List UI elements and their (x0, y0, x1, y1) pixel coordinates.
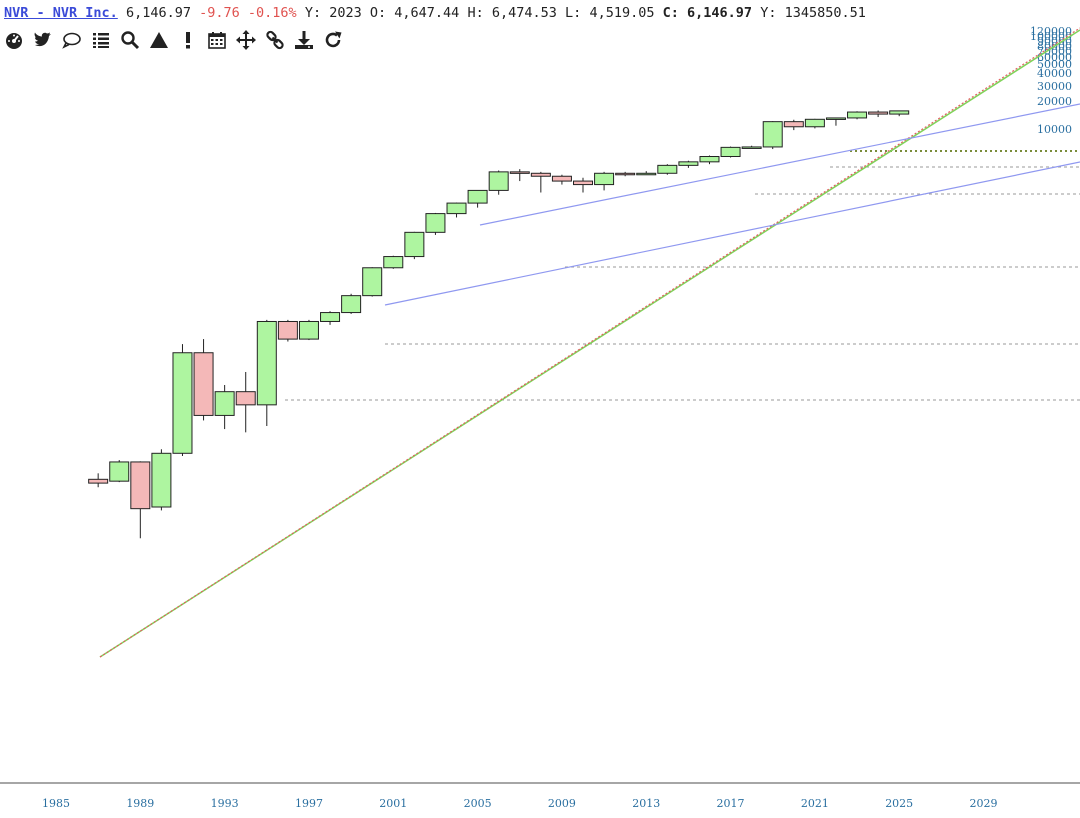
candle-down[interactable] (130, 461, 151, 510)
candle-down[interactable] (868, 111, 889, 115)
channel-lower-line (384, 161, 1080, 306)
candle-up[interactable] (425, 213, 446, 233)
candle-up[interactable] (699, 156, 720, 163)
candle-up[interactable] (446, 202, 467, 215)
candle-down[interactable] (509, 171, 530, 174)
candle-up[interactable] (256, 320, 277, 406)
candle-down[interactable] (551, 175, 572, 182)
ticker-link[interactable]: NVR - NVR Inc. (4, 5, 118, 21)
high-value: 6,474.53 (491, 5, 557, 21)
candle-down[interactable] (615, 172, 636, 176)
candle-up[interactable] (172, 352, 193, 454)
last-price: 6,146.97 (125, 5, 191, 21)
y-tick-label: 20000 (1037, 95, 1072, 108)
triangle-icon[interactable] (147, 29, 170, 52)
open-value: 4,647.44 (394, 5, 460, 21)
x-tick-label: 2005 (464, 797, 492, 810)
candle-down[interactable] (88, 478, 109, 484)
x-tick-label: 2025 (885, 797, 913, 810)
price-change: -9.76 (199, 5, 240, 21)
chart-toolbar (2, 28, 344, 52)
candle-up[interactable] (467, 189, 488, 204)
y-tick-label: 50000 (1037, 58, 1072, 71)
candle-up[interactable] (151, 452, 172, 508)
volume-value: 1345850.51 (784, 5, 866, 21)
low-value: 4,519.05 (589, 5, 655, 21)
candle-up[interactable] (889, 110, 910, 115)
x-tick-label: 2029 (970, 797, 998, 810)
quote-header: NVR - NVR Inc. 6,146.97 -9.76 -0.16% Y: … (4, 2, 866, 24)
open-label: O: (369, 5, 387, 21)
candle-up[interactable] (214, 391, 235, 416)
x-tick-label: 2001 (379, 797, 407, 810)
candle-up[interactable] (847, 111, 868, 119)
x-tick-label: 1985 (42, 797, 70, 810)
candle-down[interactable] (277, 320, 298, 340)
low-label: L: (565, 5, 582, 21)
support-lines (285, 150, 1080, 401)
candle-up[interactable] (657, 164, 678, 174)
x-tick-label: 2013 (632, 797, 660, 810)
candle-down[interactable] (235, 391, 256, 406)
y-tick-label: 40000 (1037, 67, 1072, 80)
y-tick-label: 10000 (1037, 123, 1072, 136)
dashboard-icon[interactable] (2, 29, 25, 52)
comment-icon[interactable] (60, 29, 83, 52)
candle-up[interactable] (678, 161, 699, 166)
y-tick-label: 30000 (1037, 80, 1072, 93)
candle-up[interactable] (741, 146, 762, 149)
x-tick-label: 1989 (126, 797, 154, 810)
exclamation-icon[interactable] (176, 29, 199, 52)
twitter-icon[interactable] (31, 29, 54, 52)
candle-down[interactable] (530, 172, 551, 177)
candle-up[interactable] (804, 118, 825, 128)
candle-up[interactable] (298, 320, 319, 340)
x-tick-label: 2021 (801, 797, 829, 810)
y-axis: 1200001000009000080000700006000050000400… (1030, 25, 1072, 136)
y-tick-label: 100000 (1030, 30, 1072, 43)
x-tick-label: 1997 (295, 797, 323, 810)
candle-down[interactable] (783, 121, 804, 128)
price-change-pct: -0.16% (247, 5, 297, 21)
candle-down[interactable] (573, 180, 593, 186)
candle-up[interactable] (341, 295, 362, 314)
list-icon[interactable] (89, 29, 112, 52)
x-tick-label: 2017 (717, 797, 745, 810)
search-icon[interactable] (118, 29, 141, 52)
trend-lines (99, 27, 1080, 658)
candle-down[interactable] (193, 352, 214, 416)
candles (88, 110, 910, 539)
candle-up[interactable] (488, 171, 509, 191)
x-tick-label: 1993 (211, 797, 239, 810)
candle-up[interactable] (109, 461, 130, 482)
candle-up[interactable] (320, 312, 341, 322)
candle-up[interactable] (636, 172, 657, 176)
channel-upper-line (479, 103, 1080, 226)
download-icon[interactable] (292, 29, 315, 52)
candle-up[interactable] (762, 121, 783, 148)
year-label: Y: (304, 5, 322, 21)
candle-up[interactable] (404, 231, 425, 258)
y-tick-label: 70000 (1037, 45, 1072, 58)
high-label: H: (467, 5, 484, 21)
y-tick-label: 60000 (1037, 51, 1072, 64)
calendar-icon[interactable] (205, 29, 228, 52)
y-tick-label: 120000 (1030, 25, 1072, 38)
year-value: 2023 (329, 5, 362, 21)
refresh-icon[interactable] (321, 29, 344, 52)
close-value: 6,146.97 (687, 5, 753, 21)
close-label: C: (662, 5, 679, 21)
link-icon[interactable] (263, 29, 286, 52)
candle-up[interactable] (825, 117, 846, 120)
volume-label: Y: (760, 5, 777, 21)
candle-up[interactable] (594, 172, 615, 186)
candle-up[interactable] (362, 267, 383, 297)
move-icon[interactable] (234, 29, 257, 52)
x-axis: 1985 1989 1993 1997 2001 2005 2009 2013 2017 2021… (42, 797, 998, 810)
x-tick-label: 2009 (548, 797, 576, 810)
candle-up[interactable] (720, 146, 741, 158)
candle-up[interactable] (383, 256, 404, 269)
